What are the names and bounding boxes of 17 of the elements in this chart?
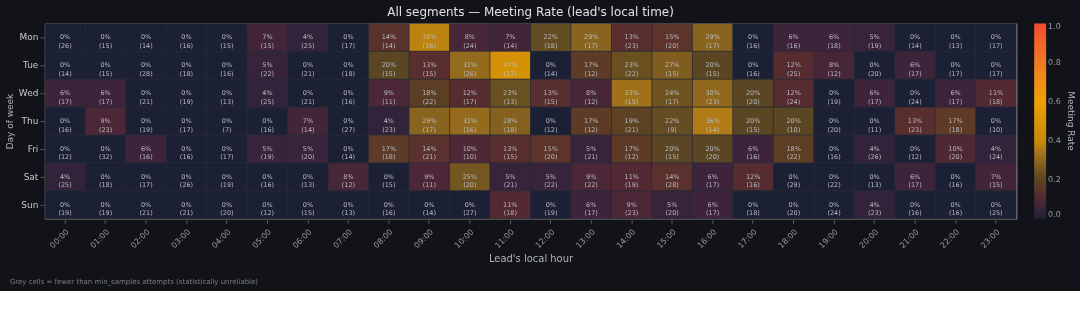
y-tick-label: Sat bbox=[23, 171, 39, 182]
color-bar-label: 0.4 bbox=[1048, 135, 1061, 145]
color-bar-label: 1.0 bbox=[1048, 22, 1061, 32]
y-tick-label: Sun bbox=[21, 199, 39, 210]
color-bar-label: 0.2 bbox=[1048, 174, 1061, 184]
color-bar-label: 0.0 bbox=[1048, 209, 1061, 219]
color-bar-title: Meeting Rate bbox=[1066, 91, 1077, 152]
color-bar-label: 0.8 bbox=[1048, 57, 1061, 67]
y-tick-label: Mon bbox=[19, 32, 39, 43]
color-bar-label: 0.6 bbox=[1048, 96, 1061, 106]
chart-title: All segments — Meeting Rate (lead's local time) bbox=[387, 5, 674, 20]
y-tick-label: Tue bbox=[22, 60, 39, 71]
y-axis-title: Day of week bbox=[4, 93, 15, 150]
y-tick-label: Fri bbox=[27, 143, 39, 154]
y-tick-label: Thu bbox=[20, 116, 39, 127]
y-tick-label: Wed bbox=[18, 88, 39, 99]
x-axis-title: Lead's local hour bbox=[488, 253, 575, 265]
